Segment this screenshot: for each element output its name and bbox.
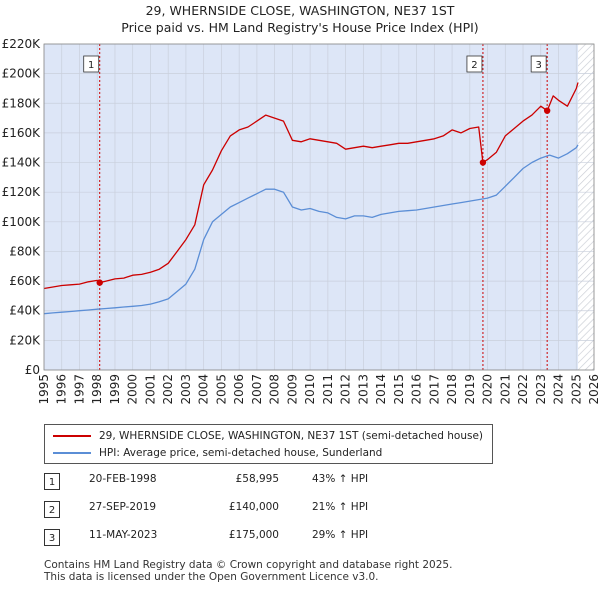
x-tick-label: 2011: [321, 374, 335, 405]
x-tick-label: 1996: [55, 374, 69, 405]
x-tick-label: 2022: [516, 374, 530, 405]
y-tick-label: £160K: [2, 126, 42, 140]
x-tick-label: 2019: [463, 374, 477, 405]
x-tick-label: 2020: [481, 374, 495, 405]
legend-swatch-property: [53, 435, 91, 437]
footer-line-2: This data is licensed under the Open Gov…: [44, 570, 379, 583]
x-tick-label: 2014: [374, 374, 388, 405]
sale-date: 11-MAY-2023: [89, 529, 158, 541]
legend-label-hpi: HPI: Average price, semi-detached house,…: [99, 447, 383, 459]
sale-number-badge: 1: [44, 473, 60, 490]
sale-hpi-change: 21% ↑ HPI: [312, 501, 369, 513]
ownership-shade: [44, 44, 579, 370]
y-tick-label: £220K: [2, 37, 42, 51]
sale-point: [543, 107, 551, 114]
sale-price: £58,995: [235, 473, 279, 485]
x-tick-label: 2013: [356, 374, 370, 405]
sale-marker-label: 2: [471, 60, 477, 71]
y-tick-label: £120K: [2, 185, 42, 199]
y-tick-label: £100K: [2, 215, 42, 229]
x-tick-label: 2018: [445, 374, 459, 405]
y-tick-label: £80K: [9, 244, 41, 258]
y-tick-label: £40K: [9, 304, 41, 318]
x-tick-label: 2024: [552, 374, 566, 405]
x-tick-label: 1997: [72, 374, 86, 405]
sale-row: 3 11-MAY-2023 £175,000 29% ↑ HPI: [44, 526, 564, 554]
sale-hpi-change: 29% ↑ HPI: [312, 529, 369, 541]
property-price-line: [43, 82, 579, 290]
sale-row: 2 27-SEP-2019 £140,000 21% ↑ HPI: [44, 498, 564, 526]
x-tick-label: 2023: [534, 374, 548, 405]
sale-date: 20-FEB-1998: [89, 473, 157, 485]
y-tick-label: £140K: [2, 156, 42, 170]
x-tick-label: 2003: [179, 374, 193, 405]
y-tick-label: £200K: [2, 67, 42, 81]
y-tick-label: £0: [25, 363, 40, 377]
x-tick-label: 2008: [268, 374, 282, 405]
y-tick-label: £60K: [9, 274, 41, 288]
x-tick-label: 2002: [161, 374, 175, 405]
x-tick-label: 2004: [197, 374, 211, 405]
sale-price: £140,000: [228, 501, 279, 513]
x-tick-label: 2021: [498, 374, 512, 405]
sale-number-badge: 2: [44, 501, 60, 518]
x-tick-label: 2000: [126, 374, 140, 405]
footer-attribution: Contains HM Land Registry data © Crown c…: [44, 559, 453, 583]
x-tick-label: 2016: [410, 374, 424, 405]
sale-number-badge: 3: [44, 529, 60, 546]
y-tick-label: £180K: [2, 96, 42, 110]
plot-frame: [43, 43, 595, 371]
hpi-line: [43, 144, 579, 315]
chart-title: 29, WHERNSIDE CLOSE, WASHINGTON, NE37 1S…: [0, 2, 600, 36]
sale-point: [479, 159, 487, 166]
price-chart: 1 2 3 £0 £20K £40K £60K £80K £100K £120K £140K £16…: [2, 37, 600, 405]
x-tick-label: 2009: [285, 374, 299, 405]
legend-label-property: 29, WHERNSIDE CLOSE, WASHINGTON, NE37 1S…: [99, 430, 484, 442]
x-tick-label: 2017: [427, 374, 441, 405]
sale-marker-box: [530, 55, 547, 73]
y-tick-label: £20K: [9, 333, 41, 347]
sale-date: 27-SEP-2019: [89, 501, 157, 513]
sale-price: £175,000: [228, 529, 279, 541]
x-tick-label: 2015: [392, 374, 406, 405]
x-tick-label: 2025: [569, 374, 583, 405]
sales-table: 1 20-FEB-1998 £58,995 43% ↑ HPI 2 27-SEP…: [44, 470, 564, 554]
footer-line-1: Contains HM Land Registry data © Crown c…: [44, 559, 453, 571]
x-tick-label: 2026: [587, 374, 600, 405]
x-tick-label: 2006: [232, 374, 246, 405]
legend-swatch-hpi: [53, 452, 91, 454]
x-tick-label: 2010: [303, 374, 317, 405]
sale-marker-box: [466, 55, 483, 73]
x-tick-label: 1998: [90, 374, 104, 405]
sale-hpi-change: 43% ↑ HPI: [312, 473, 369, 485]
x-tick-label: 2012: [339, 374, 353, 405]
sale-point: [96, 279, 103, 286]
sale-marker-label: 1: [88, 60, 94, 71]
x-tick-label: 2001: [143, 374, 157, 405]
x-tick-label: 2005: [214, 374, 228, 405]
chart-legend: 29, WHERNSIDE CLOSE, WASHINGTON, NE37 1S…: [44, 424, 493, 464]
title-line-1: 29, WHERNSIDE CLOSE, WASHINGTON, NE37 1S…: [145, 3, 455, 18]
sale-marker-box: [83, 55, 100, 73]
sale-row: 1 20-FEB-1998 £58,995 43% ↑ HPI: [44, 470, 564, 498]
x-tick-label: 1999: [108, 374, 122, 405]
x-tick-label: 1995: [37, 374, 51, 405]
future-hatch: [578, 44, 594, 370]
sale-marker-label: 3: [535, 60, 541, 71]
x-tick-label: 2007: [250, 374, 264, 405]
title-line-2: Price paid vs. HM Land Registry's House …: [121, 20, 479, 35]
